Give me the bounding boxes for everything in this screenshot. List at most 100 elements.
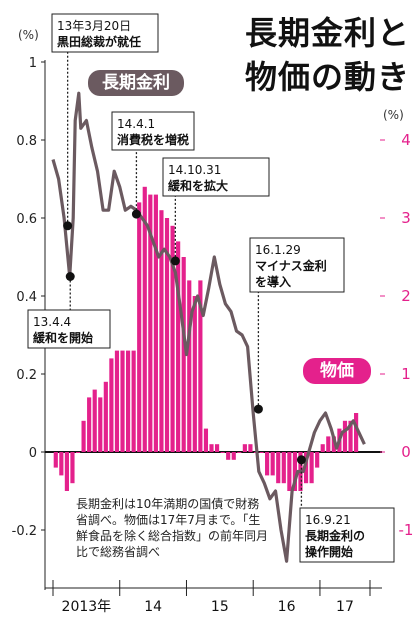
price-bar [98,397,103,452]
price-bar [137,202,142,452]
right-tick-label: 2 [401,287,411,305]
annotation-dot [63,221,73,231]
price-bar [125,350,131,452]
price-bar [309,452,314,484]
price-bar [75,452,81,453]
price-bar [242,444,247,452]
price-bar [81,420,86,452]
right-tick-label: 4 [401,131,411,149]
left-tick-label: 0.2 [16,368,37,383]
x-axis-label: 2013年 [62,599,112,615]
left-tick-label: 0.8 [16,134,37,149]
price-bar [142,186,147,453]
price-bar [326,436,331,452]
left-axis-unit: (%) [18,28,39,42]
price-bar [198,280,203,452]
price-bar [209,444,214,452]
price-bar [131,350,136,452]
chart-title-line-2: 物価の動き [244,58,410,96]
price-bar [164,218,170,452]
price-bar [287,452,292,491]
price-bar [114,350,120,452]
left-tick-label: 0.4 [16,290,37,305]
price-bar [181,257,186,452]
price-bar [214,444,220,452]
annotation-box [162,157,270,197]
price-bar [231,452,236,460]
annotation-text: 操作開始 [305,544,353,559]
left-tick-label: 0.6 [16,212,37,227]
annotation-box [27,309,111,349]
x-axis-label: 14 [144,599,162,615]
price-bar [53,452,58,468]
right-tick-label: 0 [401,443,411,461]
x-axis-label: 16 [278,599,296,615]
annotation-text: を導入 [255,274,291,289]
annotation-text: 消費税を増税 [117,132,189,147]
annotation-text: 16.9.21 [305,513,351,527]
annotation-box [111,111,195,151]
price-bar [237,452,242,453]
price-bar [281,452,286,484]
price-bar [320,444,325,452]
annotation-dot [170,256,180,266]
price-bar [265,452,270,476]
annotation-text: 緩和を開始 [33,330,93,345]
price-bar [159,210,164,452]
price-bar [87,397,92,452]
chart-title-line-1: 長期金利と [244,14,410,52]
price-bar [248,444,253,452]
annotation-box [249,237,345,293]
annotation-text: 13年3月20日 [57,19,131,33]
price-bar [192,296,197,452]
price-bar [120,350,125,452]
right-tick-label: 1 [401,365,411,383]
legend-rate: 長期金利 [88,70,184,96]
price-bar [170,225,175,452]
price-bar [187,280,192,452]
right-axis-unit: (%) [383,108,404,122]
annotation-box [299,507,395,563]
price-bar [148,194,153,452]
price-bar [226,452,231,460]
price-bar [220,452,225,453]
price-bar [70,452,75,484]
annotation-text: 14.10.31 [168,163,221,177]
annotation-text: マイナス金利 [255,258,327,273]
left-tick-label: -0.2 [12,524,37,539]
price-bar [153,194,158,452]
price-bar [348,420,353,452]
price-bar [270,452,275,476]
annotation-text: 長期金利の [305,528,365,543]
annotation-dot [253,404,263,414]
x-axis-label: 17 [336,599,354,615]
price-bar [292,452,298,491]
right-tick-label: -1 [399,521,414,539]
left-tick-label: 1 [29,56,37,71]
left-tick-label: 0 [29,446,37,461]
price-bar [342,420,348,452]
annotation-dot [65,272,75,281]
annotation-text: 緩和を拡大 [168,178,228,193]
price-bar [176,241,181,452]
annotation-text: 16.1.29 [255,243,301,257]
right-tick-label: 3 [401,209,411,227]
annotation-box [51,13,159,53]
annotation-dot [131,209,141,219]
price-bar [276,452,281,484]
price-bar [92,389,97,452]
price-bar [259,452,264,453]
price-bar [103,381,108,452]
price-bar [354,413,359,452]
rate-line [51,91,366,563]
price-bar [315,452,320,468]
legend-price: 物価 [303,358,371,384]
annotation-dot [296,455,306,465]
annotation-text: 13.4.4 [33,315,71,329]
chart-footnote: 長期金利は10年満期の国債で財務省調べ。物価は17年7月まで。「生鮮食品を除く総… [72,494,275,562]
price-bar [64,452,69,491]
x-axis-label: 15 [211,599,229,615]
annotation-text: 黒田総裁が就任 [57,34,141,49]
annotation-text: 14.4.1 [117,117,155,131]
price-bar [109,358,114,452]
